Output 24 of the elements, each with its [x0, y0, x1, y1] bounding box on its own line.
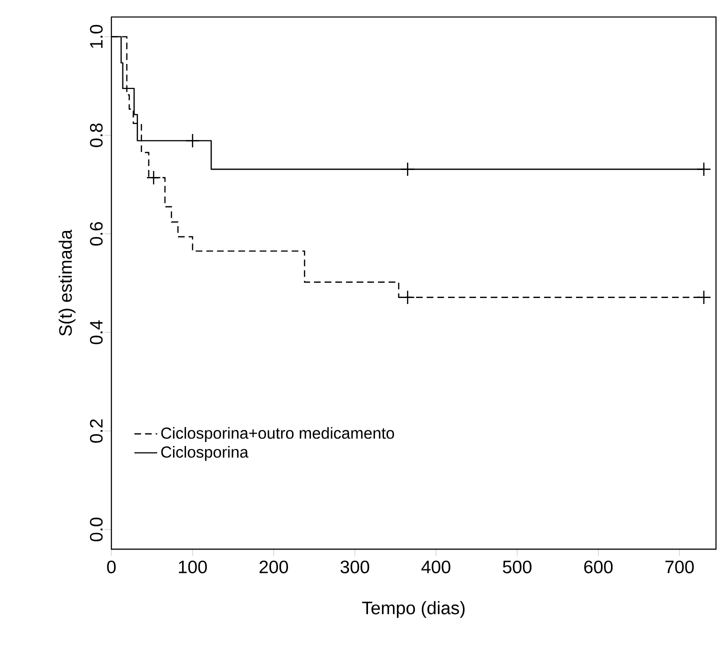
x-tick-label: 100: [178, 560, 207, 574]
x-tick-label: 600: [584, 560, 613, 574]
x-tick-label: 500: [502, 560, 532, 574]
point: [696, 290, 712, 305]
x-tick-label: 300: [340, 560, 370, 574]
y-tick-label: 0.4: [90, 320, 103, 344]
point: [400, 162, 415, 177]
y-tick-label: 1.0: [90, 24, 103, 48]
y-tick-label: 0.0: [90, 518, 103, 542]
point: [146, 170, 161, 185]
y-tick-label: 0.8: [90, 124, 103, 148]
y-tick-label: 0.2: [90, 419, 103, 443]
y-tick-label: 0.6: [90, 222, 103, 246]
x-axis-title: Tempo (dias): [362, 601, 465, 618]
legend-label: Ciclosporina: [161, 446, 248, 461]
x-tick-label: 0: [107, 560, 116, 574]
legend-label: Ciclosporina+outro medicamento: [161, 427, 394, 442]
x-tick-label: 700: [665, 560, 694, 574]
point: [696, 162, 712, 177]
point: [400, 290, 415, 305]
y-axis-title: S(t) estimada: [58, 230, 76, 336]
x-tick-label: 400: [421, 560, 450, 574]
point: [185, 133, 200, 148]
x-tick-label: 200: [260, 560, 288, 574]
